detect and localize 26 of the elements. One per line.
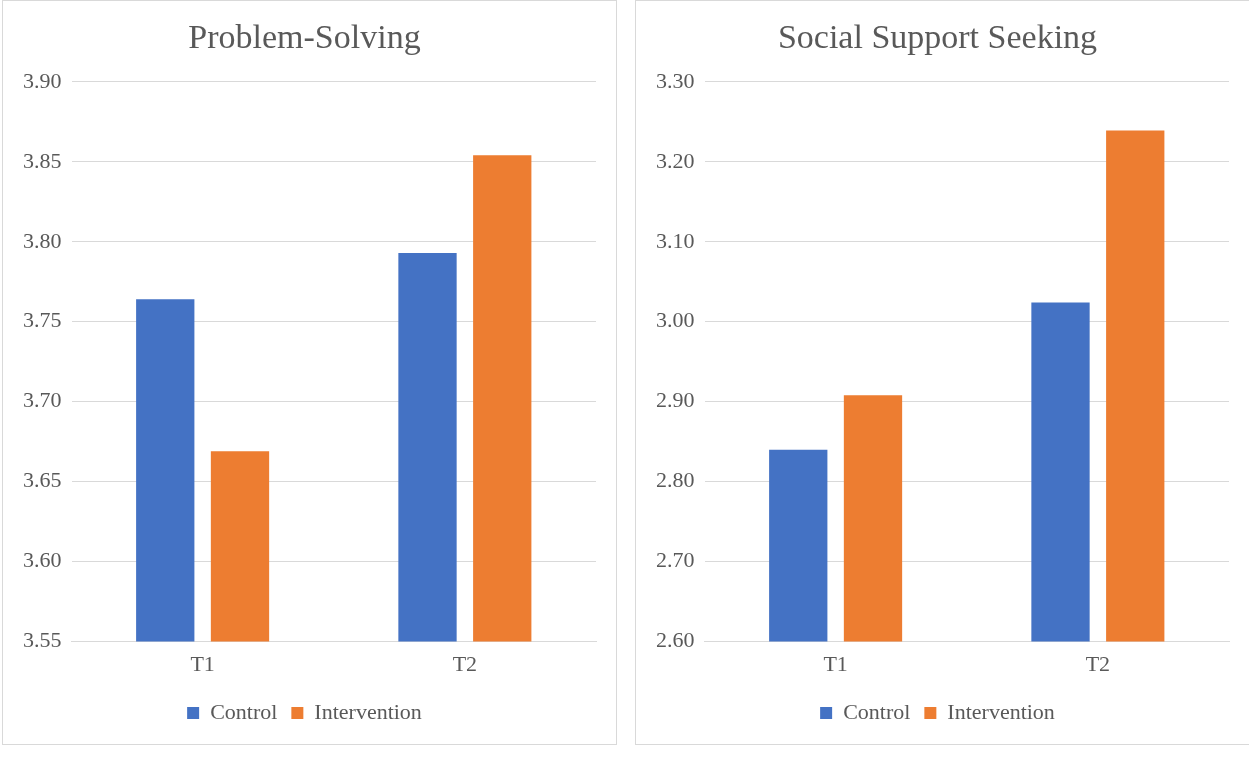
y-tick-label: 3.60 [23,547,62,573]
legend-label: Intervention [947,698,1055,724]
x-tick-label: T2 [452,650,478,676]
y-tick-label: 3.75 [23,307,62,333]
y-tick-label: 2.70 [656,547,695,573]
y-tick-label: 3.20 [656,147,695,173]
y-tick-label: 2.80 [656,467,695,493]
y-tick-label: 3.10 [656,227,695,253]
y-tick-label: 3.55 [23,627,62,653]
x-tick-label: T1 [823,650,848,676]
chart-title: Problem-Solving [188,18,421,56]
y-tick-label: 3.30 [656,67,695,93]
y-tick-label: 3.65 [23,467,62,493]
y-tick-label: 3.90 [23,67,62,93]
y-tick-label: 2.60 [656,627,695,653]
y-tick-label: 3.85 [23,147,62,173]
y-tick-label: 3.80 [23,227,62,253]
chart-title: Social Support Seeking [777,18,1098,56]
y-tick-label: 2.90 [656,387,695,413]
legend-label: Intervention [314,698,422,724]
legend-label: Control [210,698,278,724]
y-tick-label: 3.70 [23,387,62,413]
x-tick-label: T1 [190,650,215,676]
legend-label: Control [843,698,911,724]
x-tick-label: T2 [1085,650,1111,676]
y-tick-label: 3.00 [656,307,695,333]
